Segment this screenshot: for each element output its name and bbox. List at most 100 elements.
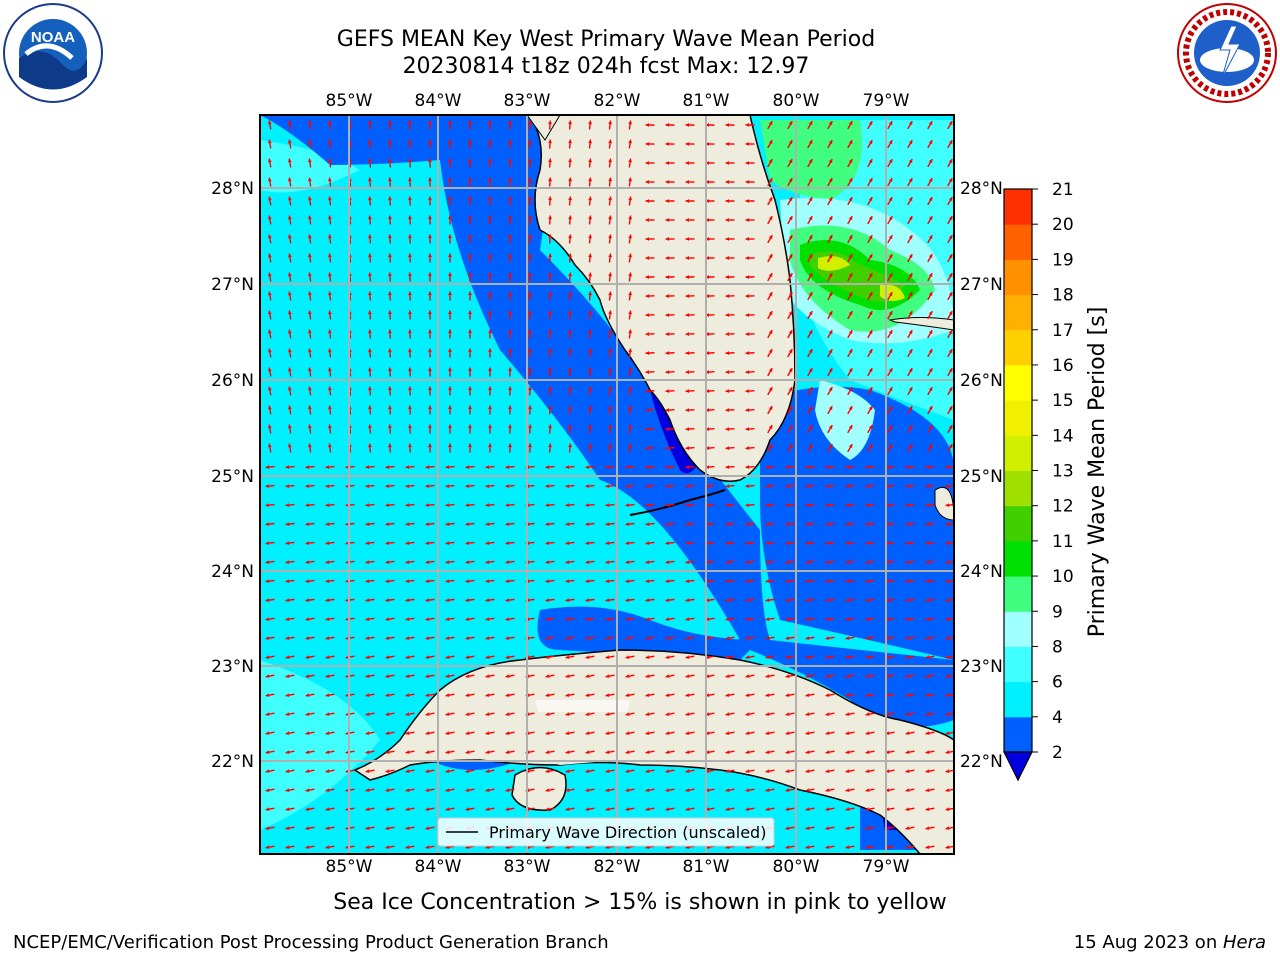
wave-arrow — [705, 332, 715, 336]
wave-arrow — [605, 598, 615, 603]
footer-date: 15 Aug 2023 on Hera — [1074, 932, 1266, 953]
wave-arrow — [488, 272, 492, 282]
wave-arrow — [628, 405, 633, 415]
wave-arrow — [765, 484, 775, 489]
wave-arrow — [925, 750, 935, 755]
colorbar-tick-label: 21 — [1052, 180, 1074, 200]
wave-arrow — [488, 158, 492, 168]
wave-arrow — [448, 405, 452, 415]
wave-arrow — [625, 598, 635, 603]
wave-arrow — [827, 253, 833, 263]
wave-arrow — [845, 503, 855, 508]
wave-arrow — [608, 310, 613, 320]
wave-arrow — [408, 272, 412, 282]
lon-label-bottom: 81°W — [683, 857, 730, 877]
wave-arrow — [385, 560, 395, 565]
wave-arrow — [425, 655, 435, 660]
wave-arrow — [625, 579, 635, 584]
wave-arrow — [827, 139, 833, 149]
wave-arrow — [388, 158, 392, 168]
wave-arrow — [325, 826, 335, 831]
wave-arrow — [628, 215, 633, 225]
wave-arrow — [865, 617, 875, 622]
wave-arrow — [825, 826, 835, 831]
wave-arrow — [468, 348, 472, 358]
wave-arrow — [365, 655, 375, 660]
colorbar-tick-label: 13 — [1052, 462, 1074, 482]
wave-arrow — [287, 177, 292, 187]
wave-arrow — [685, 294, 695, 298]
wave-arrow — [548, 215, 552, 225]
wave-arrow — [428, 329, 432, 339]
wave-arrow — [385, 788, 395, 793]
wave-arrow — [305, 674, 315, 679]
wave-arrow — [705, 446, 715, 450]
wave-arrow — [767, 215, 773, 225]
wave-arrow — [528, 139, 532, 149]
wave-arrow — [787, 443, 793, 453]
wave-arrow — [847, 443, 853, 453]
wave-arrow — [267, 443, 272, 453]
wave-arrow — [905, 503, 915, 508]
lon-label-bottom: 82°W — [594, 857, 641, 877]
colorbar-segment — [1004, 576, 1032, 612]
wave-arrow — [588, 158, 593, 168]
wave-arrow — [685, 427, 695, 431]
wave-arrow — [907, 386, 913, 396]
wave-arrow — [765, 788, 775, 793]
wave-arrow — [665, 408, 675, 412]
wave-arrow — [887, 424, 893, 434]
wave-arrow — [805, 750, 815, 755]
wave-arrow — [445, 807, 455, 812]
wave-arrow — [285, 617, 295, 622]
wave-arrow — [327, 386, 332, 396]
wave-arrow — [725, 294, 735, 298]
wave-arrow — [448, 253, 452, 263]
wave-arrow — [508, 405, 512, 415]
wave-arrow — [685, 313, 695, 317]
colorbar-tick-label: 4 — [1052, 708, 1063, 728]
wave-arrow — [787, 367, 793, 377]
colorbar-segment — [1004, 400, 1032, 436]
wave-arrow — [947, 120, 953, 130]
wave-arrow — [545, 579, 555, 584]
wave-arrow — [905, 522, 915, 527]
wave-arrow — [428, 424, 432, 434]
wave-arrow — [725, 256, 735, 260]
wave-arrow — [825, 750, 835, 755]
wave-arrow — [725, 579, 735, 584]
wave-arrow — [685, 256, 695, 260]
wave-arrow — [665, 731, 675, 736]
wave-arrow — [588, 253, 593, 263]
wave-arrow — [807, 120, 813, 130]
colorbar-tick-label: 16 — [1052, 356, 1074, 376]
wave-arrow — [905, 560, 915, 565]
wave-arrow — [425, 617, 435, 622]
wave-arrow — [285, 541, 295, 546]
wave-arrow — [665, 370, 675, 374]
wave-arrow — [945, 731, 954, 736]
wave-arrow — [365, 541, 375, 546]
wave-arrow — [465, 655, 475, 660]
wave-arrow — [388, 215, 392, 225]
wave-arrow — [528, 348, 532, 358]
wave-arrow — [548, 367, 552, 377]
wave-arrow — [425, 465, 435, 470]
wave-arrow — [745, 161, 755, 165]
wave-arrow — [605, 750, 615, 755]
wave-arrow — [725, 484, 735, 489]
colorbar-tick-label: 10 — [1052, 567, 1074, 587]
wave-arrow — [867, 443, 873, 453]
wave-arrow — [685, 275, 695, 279]
wave-arrow — [685, 750, 695, 755]
colorbar-label: Primary Wave Mean Period [s] — [1085, 307, 1110, 638]
wave-arrow — [945, 541, 954, 546]
wave-arrow — [845, 712, 855, 717]
lon-label-top: 84°W — [415, 91, 462, 111]
colorbar-segment — [1004, 329, 1032, 366]
wave-arrow — [287, 310, 292, 320]
wave-arrow — [585, 465, 595, 470]
wave-arrow — [947, 158, 953, 168]
wave-arrow — [385, 655, 395, 660]
wave-arrow — [885, 655, 895, 660]
